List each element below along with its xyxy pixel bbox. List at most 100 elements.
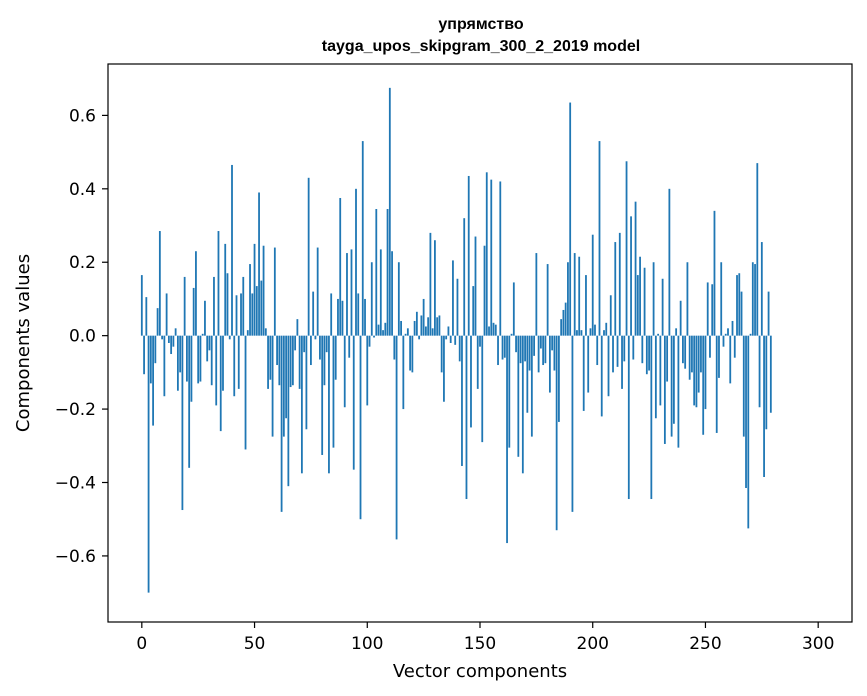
bar [253, 243, 256, 336]
bar [165, 293, 168, 336]
y-axis-ticks: −0.6 −0.4 −0.2 0.0 0.2 0.4 0.6 [55, 106, 108, 567]
bar [179, 335, 182, 373]
bar [224, 243, 227, 336]
x-tick-label: 0 [136, 634, 147, 654]
bar [632, 335, 635, 360]
bar [158, 231, 161, 336]
bar [697, 335, 700, 393]
bar [303, 335, 306, 353]
bar [616, 335, 619, 367]
bar [763, 335, 765, 477]
bar [510, 333, 513, 336]
bar [249, 264, 251, 336]
bar [366, 335, 369, 406]
bar [722, 335, 725, 347]
bar [463, 218, 466, 336]
bar [319, 335, 321, 360]
y-tick-label: −0.4 [55, 474, 96, 494]
bar [548, 335, 551, 393]
bar [143, 335, 145, 375]
bar [533, 335, 536, 356]
bar [546, 264, 549, 336]
bar [280, 335, 283, 512]
bar [384, 322, 387, 336]
bar [370, 262, 373, 336]
bar [625, 161, 628, 336]
bar [156, 308, 159, 336]
bar [650, 335, 653, 500]
bar [246, 330, 249, 336]
bar [226, 273, 229, 336]
bar [467, 175, 470, 336]
bar [747, 335, 750, 529]
y-tick-label: −0.2 [55, 400, 96, 420]
x-tick-label: 150 [464, 634, 496, 654]
bar [535, 253, 538, 336]
bar [291, 335, 294, 386]
bar [729, 335, 732, 384]
bar [208, 335, 211, 351]
bar [643, 267, 646, 336]
bar [343, 335, 346, 408]
bar [298, 335, 301, 389]
bar [479, 335, 481, 347]
bar [321, 335, 324, 455]
bar [756, 163, 759, 336]
bar [618, 232, 621, 336]
bar [445, 335, 448, 340]
bar [465, 335, 468, 500]
bar [765, 335, 768, 430]
bar [454, 335, 457, 345]
bar [769, 335, 772, 413]
bar [702, 335, 705, 435]
bar [244, 335, 247, 450]
x-tick-label: 200 [577, 634, 609, 654]
bar [190, 335, 193, 402]
bar [420, 315, 423, 336]
bar [497, 335, 499, 366]
bar [558, 335, 560, 422]
bar [312, 291, 315, 336]
bar [528, 335, 531, 371]
bar [474, 236, 477, 336]
bar [481, 335, 484, 443]
bar [273, 247, 276, 336]
bar [357, 293, 360, 336]
bar [569, 102, 572, 336]
bar [186, 335, 188, 382]
bar [564, 302, 567, 336]
bar [145, 297, 148, 336]
bar [438, 315, 441, 336]
bar [278, 335, 281, 386]
bar [395, 335, 398, 540]
bar [679, 300, 682, 336]
bar [197, 335, 200, 384]
bar [652, 262, 655, 336]
bar [738, 273, 741, 336]
bar [346, 253, 348, 336]
bar [334, 335, 337, 380]
bar [713, 210, 716, 336]
bar [585, 275, 587, 336]
bar [488, 326, 490, 336]
bar [195, 251, 197, 336]
bar [578, 256, 581, 336]
bar [512, 282, 515, 336]
bar [571, 335, 574, 512]
bar [339, 197, 342, 336]
bar [199, 335, 202, 382]
bar [639, 256, 641, 336]
bar [539, 335, 542, 349]
x-axis-ticks: 0 50 100 150 200 250 300 [136, 622, 834, 654]
bar [704, 335, 707, 410]
bar [682, 335, 684, 364]
bar [537, 335, 540, 373]
bar [328, 335, 330, 474]
bar [176, 335, 179, 391]
bar [422, 298, 425, 336]
bar [740, 291, 743, 336]
bar [233, 335, 236, 397]
bar [517, 335, 520, 457]
bar [393, 335, 396, 360]
bar [715, 335, 718, 433]
